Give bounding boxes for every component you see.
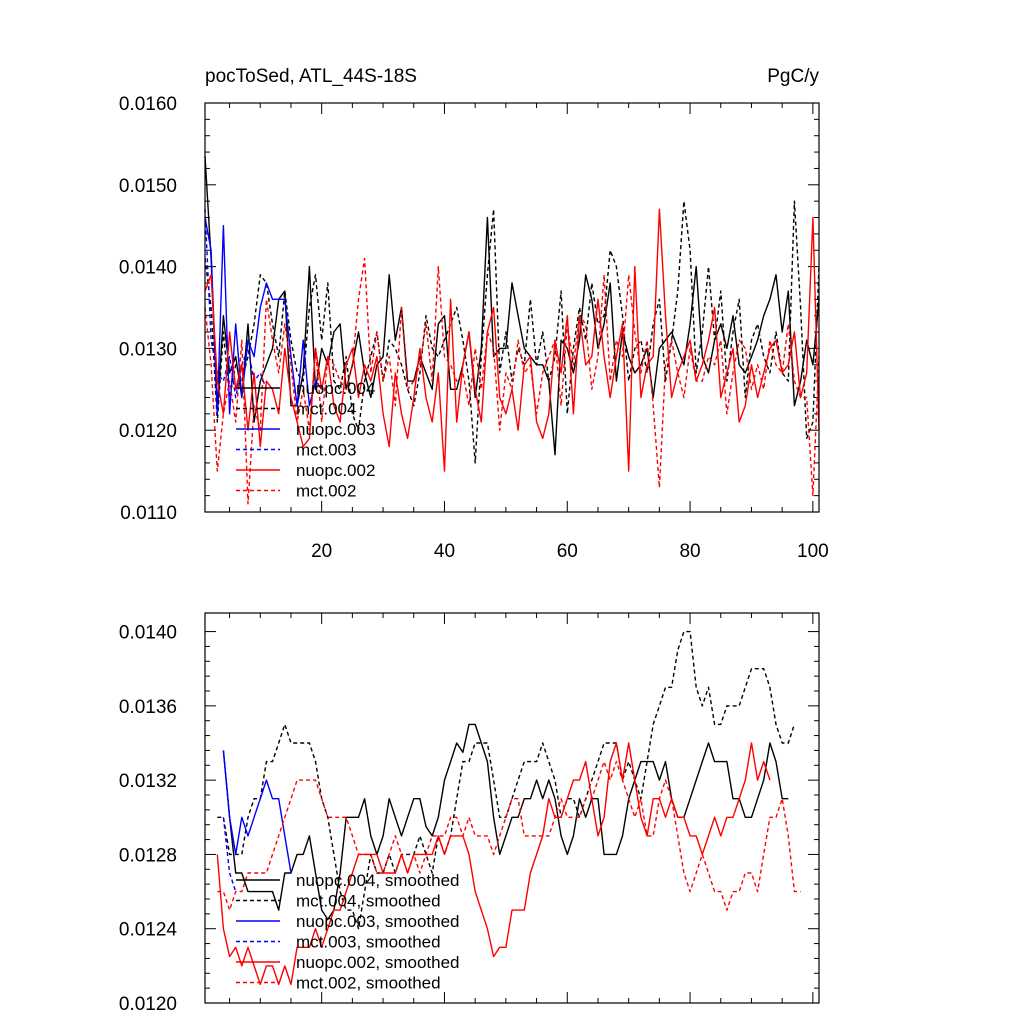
legend-label: mct.004 <box>296 400 356 419</box>
top-panel-frame <box>204 102 820 513</box>
legend-label: nuopc.003, smoothed <box>296 912 460 931</box>
legend-label: mct.002 <box>296 482 356 501</box>
legend-label: nuopc.002 <box>296 461 375 480</box>
y-tick-label: 0.0150 <box>119 176 177 197</box>
y-tick-label: 0.0128 <box>119 845 177 866</box>
y-tick-label: 0.0160 <box>119 94 177 115</box>
y-tick-label: 0.0140 <box>119 623 177 644</box>
legend-label: mct.002, smoothed <box>296 974 441 993</box>
x-tick-label: 100 <box>797 541 829 562</box>
x-tick-label: 80 <box>679 541 700 562</box>
series-line-mct-002-smoothed <box>217 760 801 911</box>
series-line-nuopc-002-smoothed <box>216 742 771 986</box>
series-line-nuopc-002 <box>204 208 820 472</box>
bottom-panel-ticks: 0.0120 0.0124 0.0128 0.0132 0.0136 0.0140 <box>119 613 819 1015</box>
y-tick-label: 0.0136 <box>119 697 177 718</box>
y-tick-label: 0.0120 <box>119 994 177 1015</box>
y-tick-label: 0.0130 <box>119 339 177 360</box>
x-tick-label: 20 <box>311 541 332 562</box>
top-panel: pocToSed, ATL_44S-18S PgC/y 0.0110 0.0120… <box>119 66 829 562</box>
legend-label: nuopc.004 <box>296 379 375 398</box>
y-tick-label: 0.0124 <box>119 920 178 941</box>
top-panel-title-left: pocToSed, ATL_44S-18S <box>205 66 417 87</box>
legend-label: mct.003, smoothed <box>296 933 441 952</box>
bottom-panel-frame <box>204 612 820 1004</box>
legend-label: mct.004, smoothed <box>296 892 441 911</box>
series-line-nuopc-003 <box>204 217 323 415</box>
bottom-panel: 0.0120 0.0124 0.0128 0.0132 0.0136 0.0140 nuo… <box>119 612 820 1015</box>
x-tick-label: 60 <box>557 541 578 562</box>
series-line-mct-004 <box>204 200 820 464</box>
series-line-mct-004-smoothed <box>217 630 796 930</box>
y-tick-label: 0.0132 <box>119 771 177 792</box>
bottom-panel-series <box>216 630 801 986</box>
series-line-mct-002 <box>204 257 820 505</box>
legend-label: nuopc.003 <box>296 420 375 439</box>
legend-label: nuopc.004, smoothed <box>296 871 460 890</box>
y-tick-label: 0.0110 <box>120 503 177 524</box>
legend-label: nuopc.002, smoothed <box>296 953 460 972</box>
series-line-mct-003 <box>204 209 268 399</box>
legend-label: mct.003 <box>296 441 356 460</box>
series-line-nuopc-003-smoothed <box>222 750 292 874</box>
y-tick-label: 0.0140 <box>119 258 177 279</box>
top-panel-title-right: PgC/y <box>767 66 819 87</box>
series-line-mct-003-smoothed <box>222 817 237 892</box>
top-panel-series <box>204 156 820 505</box>
y-tick-label: 0.0120 <box>119 421 177 442</box>
x-tick-label: 40 <box>434 541 455 562</box>
series-line-nuopc-004-smoothed <box>222 723 789 921</box>
